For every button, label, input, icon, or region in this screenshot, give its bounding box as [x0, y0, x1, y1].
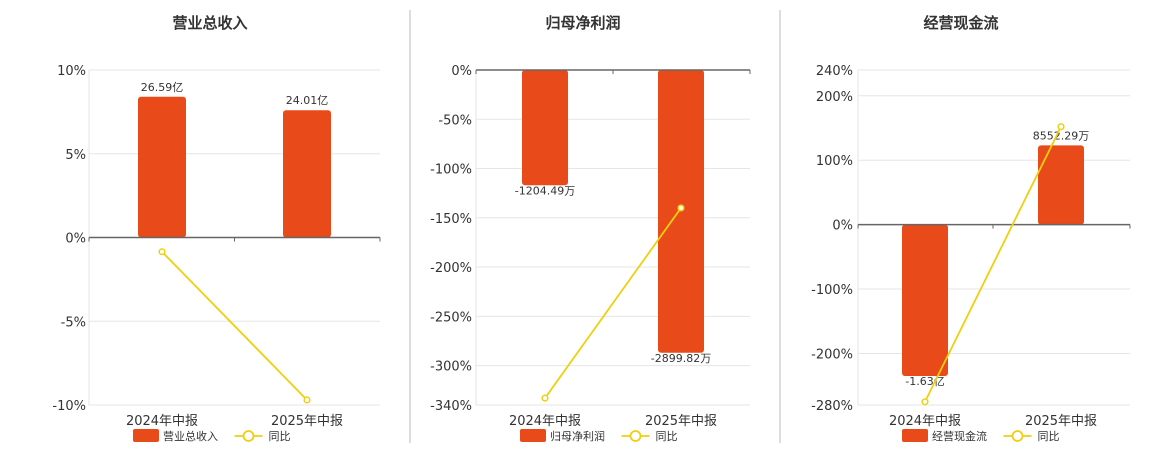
- chart-1-ytick-label: 10%: [57, 64, 86, 79]
- chart-1-bar: [138, 96, 186, 238]
- chart-1-line: [161, 251, 308, 401]
- chart-3-category-label: 2024年中报: [889, 414, 961, 429]
- chart-1-line-point: [158, 248, 166, 256]
- chart-1-category-label: 2025年中报: [271, 414, 343, 429]
- chart-2-ytick-label: 0%: [451, 64, 472, 79]
- chart-3-bar: [1038, 145, 1084, 225]
- chart-3-legend-line-label: 同比: [1038, 430, 1060, 443]
- chart-1-ytick-label: 5%: [65, 148, 86, 163]
- chart-3-bar: [902, 224, 948, 377]
- chart-2-ytick-label: -150%: [430, 212, 472, 227]
- chart-3-line: [924, 126, 1062, 403]
- chart-2-ytick-label: -300%: [430, 360, 472, 375]
- chart-1-title: 营业总收入: [172, 14, 247, 32]
- chart-2-line-point: [541, 394, 549, 402]
- chart-3-title: 经营现金流: [923, 14, 998, 32]
- chart-2-legend-line-marker: [629, 430, 642, 442]
- chart-2-ytick-label: -200%: [430, 261, 472, 276]
- chart-2-category-label: 2024年中报: [509, 414, 581, 429]
- chart-3-ytick-label: -100%: [811, 283, 853, 298]
- chart-2-legend-line-label: 同比: [656, 430, 678, 443]
- chart-1-category-label: 2024年中报: [126, 414, 198, 429]
- chart-2-ytick-label: -340%: [430, 399, 472, 414]
- chart-1-legend-bar-swatch: [133, 429, 159, 442]
- chart-3-ytick-label: 0%: [832, 219, 853, 234]
- chart-2-line-point: [677, 204, 685, 212]
- chart-2-bar: [522, 70, 568, 186]
- chart-3-line-point: [1057, 123, 1065, 131]
- chart-3-legend-bar-label: 经营现金流: [932, 429, 987, 443]
- chart-1-line-point: [303, 396, 311, 404]
- chart-1-legend-bar-label: 营业总收入: [163, 429, 218, 443]
- chart-2-line: [544, 207, 682, 399]
- chart-2-legend-bar-swatch: [520, 429, 546, 442]
- chart-2-legend-bar-label: 归母净利润: [550, 429, 605, 443]
- chart-1-ytick-label: -10%: [52, 399, 86, 414]
- chart-2-ytick-label: -250%: [430, 310, 472, 325]
- chart-3-data-label: -1.63亿: [905, 375, 944, 388]
- chart-2-category-label: 2025年中报: [645, 414, 717, 429]
- chart-3-ytick-label: 200%: [816, 90, 853, 105]
- chart-2-data-label: -1204.49万: [515, 184, 575, 197]
- chart-1-legend-line-marker: [242, 430, 255, 442]
- chart-3-line-point: [921, 398, 929, 406]
- chart-3-data-label: 8552.29万: [1033, 129, 1090, 142]
- chart-2-data-label: -2899.82万: [651, 352, 711, 365]
- chart-3-legend-line-marker: [1011, 430, 1024, 442]
- chart-1-data-label: 24.01亿: [286, 94, 329, 107]
- chart-1-data-label: 26.59亿: [141, 81, 184, 94]
- chart-3-ytick-label: 240%: [816, 64, 853, 79]
- chart-1-legend-line-label: 同比: [269, 430, 291, 443]
- chart-2-title: 归母净利润: [545, 14, 620, 32]
- chart-1-ytick-label: 0%: [65, 232, 86, 247]
- chart-3-ytick-label: -280%: [811, 399, 853, 414]
- chart-1-bar: [283, 110, 331, 238]
- chart-3-legend-bar-swatch: [902, 429, 928, 442]
- chart-3-category-label: 2025年中报: [1025, 414, 1097, 429]
- chart-3-ytick-label: 100%: [816, 154, 853, 169]
- chart-3-ytick-label: -200%: [811, 347, 853, 362]
- chart-2-ytick-label: -100%: [430, 163, 472, 178]
- chart-2-ytick-label: -50%: [438, 113, 472, 128]
- chart-1-ytick-label: -5%: [61, 315, 86, 330]
